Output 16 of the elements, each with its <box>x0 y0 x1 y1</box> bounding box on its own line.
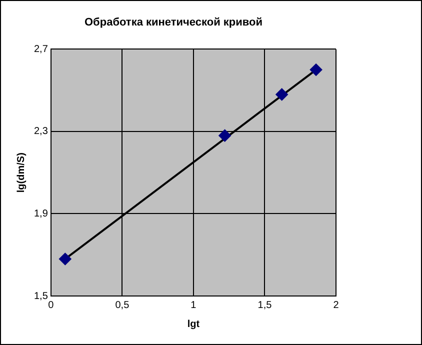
x-tick-label: 1,5 <box>258 300 272 311</box>
point <box>218 130 231 142</box>
x-axis-title: lgt <box>187 318 200 330</box>
y-tick-label: 1,5 <box>34 290 48 302</box>
y-axis-title: lg(dm/S) <box>16 152 27 193</box>
point <box>276 88 288 100</box>
y-tick-label: 2,7 <box>34 44 48 55</box>
x-tick-label: 1 <box>190 300 197 311</box>
x-tick-label: 0 <box>48 300 54 311</box>
y-tick-label: 2,3 <box>34 126 48 138</box>
y-tick-label: 1,9 <box>34 208 48 220</box>
x-tick-label: 0,5 <box>115 300 130 311</box>
point <box>59 252 72 265</box>
chart-title: Обработка кинетической кривой <box>84 16 262 29</box>
x-tick-label: 2 <box>333 300 340 311</box>
point <box>310 64 322 76</box>
